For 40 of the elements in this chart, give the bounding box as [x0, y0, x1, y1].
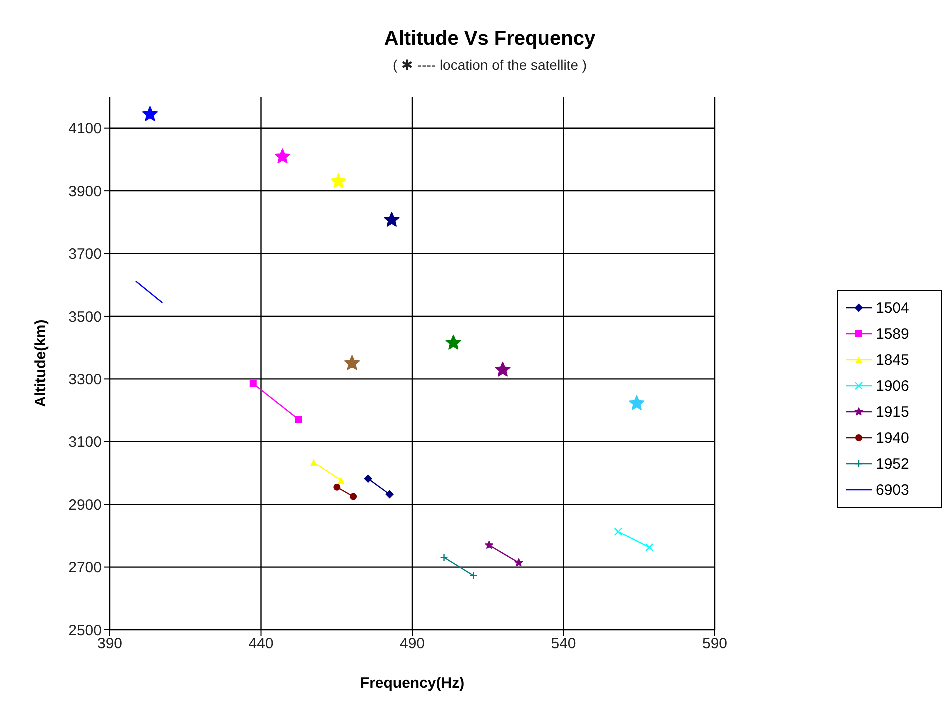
legend-label: 1940 — [876, 430, 910, 446]
legend-label: 1845 — [876, 352, 910, 368]
point — [350, 493, 358, 500]
point — [334, 484, 341, 491]
point — [295, 416, 302, 424]
point — [446, 334, 462, 350]
chart-subtitle: ( ✱ ---- location of the satellite ) — [392, 57, 588, 73]
legend-label: 1952 — [876, 456, 910, 472]
point — [514, 558, 524, 567]
point — [250, 380, 257, 388]
point — [440, 553, 448, 562]
x-axis-title: Frequency(Hz) — [360, 675, 465, 692]
x-tick-label: 440 — [248, 636, 274, 653]
point — [344, 355, 360, 370]
legend-label: 1915 — [876, 404, 910, 420]
point — [364, 474, 372, 483]
y-tick-label: 3700 — [68, 246, 102, 264]
legend-label: 1906 — [876, 378, 910, 394]
y-tick-label: 3500 — [68, 308, 102, 326]
point — [614, 528, 623, 536]
y-tick-label: 2900 — [68, 496, 102, 514]
legend-label: 1589 — [876, 326, 910, 342]
x-tick-label: 490 — [400, 636, 426, 653]
point — [470, 572, 478, 580]
y-tick-label: 3300 — [68, 372, 102, 388]
x-tick-label: 590 — [702, 636, 728, 653]
y-tick-label: 3900 — [68, 183, 102, 200]
point — [646, 543, 654, 552]
x-tick-label: 540 — [551, 636, 576, 653]
point — [629, 395, 645, 410]
chart-title: Altitude Vs Frequency — [383, 27, 597, 51]
point — [386, 490, 394, 499]
legend-label: 6903 — [876, 482, 910, 498]
point — [142, 106, 158, 122]
y-axis-title: Altitude(km) — [32, 320, 50, 408]
legend-label: 1504 — [876, 300, 910, 316]
y-tick-label: 2700 — [68, 560, 102, 577]
y-tick-label: 4100 — [68, 120, 102, 138]
y-tick-label: 3100 — [68, 434, 102, 452]
point — [485, 540, 494, 549]
